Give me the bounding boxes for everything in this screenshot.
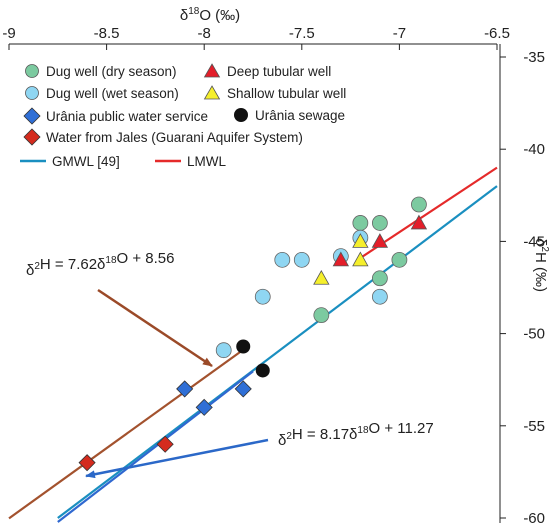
legend-label-dug-dry: Dug well (dry season) xyxy=(46,64,177,79)
point-shallow xyxy=(313,269,330,285)
legend-marker-deep xyxy=(203,63,221,78)
points-layer xyxy=(78,196,428,472)
x-tick-label: -7.5 xyxy=(289,25,315,42)
point-sewage xyxy=(255,363,270,378)
point-dug-dry xyxy=(313,307,330,324)
y-tick-label: -50 xyxy=(523,326,545,343)
legend-marker-jales xyxy=(23,128,41,146)
point-dug-wet xyxy=(274,251,291,268)
legend: Dug well (dry season) Deep tubular well … xyxy=(20,63,346,169)
lines-layer xyxy=(8,166,498,523)
legend-marker-sewage xyxy=(234,108,248,122)
legend-marker-public xyxy=(23,107,41,125)
x-tick-label: -8.5 xyxy=(94,25,120,42)
x-axis-title: δ18O (‰) xyxy=(180,6,240,24)
y-tick-label: -35 xyxy=(523,49,545,66)
x-tick-label: -7 xyxy=(393,25,406,42)
fit-line-blue xyxy=(57,370,254,523)
point-deep xyxy=(410,214,428,230)
equation-annotation-brown: δ2H = 7.62δ18O + 8.56 xyxy=(26,250,175,279)
point-public xyxy=(195,398,213,416)
point-dug-dry xyxy=(391,251,408,268)
y-tick-label: -55 xyxy=(523,418,545,435)
legend-label-gmwl: GMWL [49] xyxy=(52,154,120,169)
point-public xyxy=(176,380,194,398)
point-deep xyxy=(332,251,350,267)
legend-label-public: Urânia public water service xyxy=(46,109,208,124)
point-dug-wet xyxy=(215,342,232,359)
point-dug-dry xyxy=(371,215,388,231)
point-public xyxy=(234,380,252,398)
y-tick-label: -40 xyxy=(523,141,545,158)
y-tick-label: -60 xyxy=(523,510,545,527)
equation-annotation-blue: δ2H = 8.17δ18O + 11.27 xyxy=(278,420,434,449)
point-shallow xyxy=(352,233,369,248)
legend-marker-dug-wet xyxy=(25,86,39,100)
point-dug-dry xyxy=(352,215,369,231)
point-deep xyxy=(371,233,389,248)
x-tick-label: -6.5 xyxy=(484,25,510,42)
x-axis-ticks: -9 -8.5 -8 -7.5 -7 -6.5 xyxy=(2,25,510,50)
point-dug-dry xyxy=(411,196,427,213)
legend-label-jales: Water from Jales (Guarani Aquifer System… xyxy=(46,130,303,145)
fit-line-brown xyxy=(8,348,244,520)
point-sewage xyxy=(236,339,251,354)
point-shallow xyxy=(352,251,369,267)
point-jales xyxy=(156,435,174,453)
x-tick-label: -9 xyxy=(2,25,15,42)
legend-marker-dug-dry xyxy=(25,64,39,78)
legend-label-lmwl: LMWL xyxy=(187,154,226,169)
y-axis-title: δ2H (‰) xyxy=(532,238,550,292)
point-dug-wet xyxy=(254,288,271,305)
legend-label-dug-wet: Dug well (wet season) xyxy=(46,86,179,101)
legend-marker-shallow xyxy=(203,85,221,100)
point-dug-wet xyxy=(293,251,310,268)
x-tick-label: -8 xyxy=(198,25,211,42)
point-dug-dry xyxy=(371,270,388,287)
gmwl-line xyxy=(57,185,498,519)
legend-label-sewage: Urânia sewage xyxy=(255,108,345,123)
arrow-brown xyxy=(97,288,213,368)
point-dug-wet xyxy=(371,288,388,305)
arrow-blue xyxy=(85,438,269,479)
y-tick-label: -45 xyxy=(523,233,545,250)
y-axis-ticks: -35 -40 -45 -50 -55 -60 xyxy=(500,49,545,527)
legend-label-shallow: Shallow tubular well xyxy=(227,86,346,101)
legend-label-deep: Deep tubular well xyxy=(227,64,331,79)
